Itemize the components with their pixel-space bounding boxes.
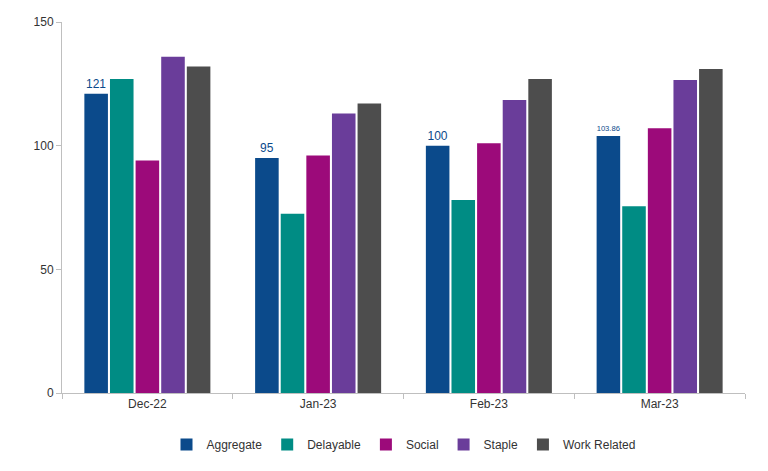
svg-text:150: 150 (34, 15, 54, 29)
svg-text:121: 121 (86, 77, 106, 91)
svg-text:Mar-23: Mar-23 (641, 397, 679, 411)
svg-text:Feb-23: Feb-23 (470, 397, 508, 411)
svg-text:Aggregate: Aggregate (207, 438, 263, 452)
svg-text:50: 50 (40, 263, 54, 277)
svg-text:103.86: 103.86 (597, 124, 620, 133)
svg-text:Work Related: Work Related (563, 438, 635, 452)
svg-text:Jan-23: Jan-23 (300, 397, 337, 411)
svg-text:0: 0 (47, 386, 54, 400)
svg-text:Dec-22: Dec-22 (128, 397, 167, 411)
svg-text:95: 95 (260, 141, 274, 155)
svg-text:100: 100 (34, 139, 54, 153)
svg-text:Staple: Staple (484, 438, 518, 452)
svg-text:Social: Social (406, 438, 439, 452)
svg-text:100: 100 (427, 129, 447, 143)
svg-text:Delayable: Delayable (307, 438, 361, 452)
